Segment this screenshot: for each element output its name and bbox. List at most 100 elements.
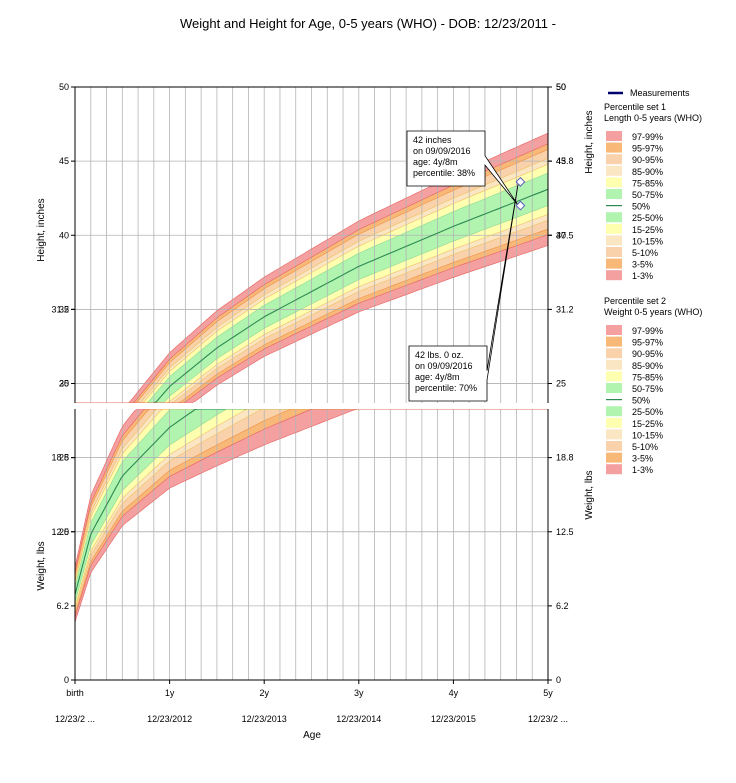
weight-tick-label-right: 37.5 bbox=[556, 230, 574, 240]
height-legend-label: 90-95% bbox=[632, 155, 663, 165]
height-legend-label: 50% bbox=[632, 202, 650, 212]
height-callout-line: on 09/09/2016 bbox=[413, 146, 471, 156]
height-legend-swatch bbox=[606, 258, 622, 269]
x-tick-label: 5y bbox=[543, 688, 553, 698]
weight-legend-label: 25-50% bbox=[632, 407, 663, 417]
height-legend-swatch bbox=[606, 235, 622, 246]
height-legend-label: 10-15% bbox=[632, 236, 663, 246]
weight-tick-label-right: 50 bbox=[556, 82, 566, 92]
height-measurement-marker bbox=[515, 200, 526, 211]
axis-separator bbox=[62, 403, 560, 409]
date-tick-label: 12/23/2014 bbox=[336, 714, 381, 724]
weight-tick-label-right: 18.8 bbox=[556, 453, 574, 463]
height-tick-label-left: 40 bbox=[59, 230, 69, 240]
weight-legend-label: 75-85% bbox=[632, 372, 663, 382]
x-tick-label: birth bbox=[66, 688, 84, 698]
height-tick-label-left: 20 bbox=[59, 527, 69, 537]
weight-callout-line: on 09/09/2016 bbox=[415, 361, 473, 371]
x-tick-label: 2y bbox=[259, 688, 269, 698]
height-callout-line: age: 4y/8m bbox=[413, 157, 458, 167]
weight-legend-swatch bbox=[606, 348, 622, 359]
height-callout-line: 42 inches bbox=[413, 135, 452, 145]
weight-callout-line: percentile: 70% bbox=[415, 383, 477, 393]
weight-tick-label-left: 6.2 bbox=[56, 601, 69, 611]
height-legend-label: 75-85% bbox=[632, 178, 663, 188]
weight-legend-swatch bbox=[606, 359, 622, 370]
weight-legend-label: 3-5% bbox=[632, 454, 653, 464]
height-band-5to10 bbox=[75, 220, 548, 403]
weight-legend-swatch bbox=[606, 371, 622, 382]
weight-legend-label: 1-3% bbox=[632, 465, 653, 475]
weight-legend-swatch bbox=[606, 383, 622, 393]
height-callout-line: percentile: 38% bbox=[413, 168, 475, 178]
height-legend-label: 95-97% bbox=[632, 144, 663, 154]
legend-measurements-label: Measurements bbox=[630, 88, 690, 98]
weight-legend-label: 5-10% bbox=[632, 442, 658, 452]
height-tick-label-right: 40 bbox=[556, 230, 566, 240]
weight-axis-title-right: Weight, lbs bbox=[584, 470, 595, 519]
weight-band-3to5 bbox=[75, 409, 548, 617]
height-legend-swatch bbox=[606, 142, 622, 153]
height-tick-label-left: 30 bbox=[59, 379, 69, 389]
weight-tick-label-right: 12.5 bbox=[556, 527, 574, 537]
date-tick-label: 12/23/2 ... bbox=[55, 714, 95, 724]
weight-legend-label: 85-90% bbox=[632, 361, 663, 371]
grid-lines bbox=[74, 87, 549, 680]
height-legend-swatch bbox=[606, 131, 622, 141]
height-legend-swatch bbox=[606, 165, 622, 176]
height-legend-swatch bbox=[606, 189, 622, 199]
weight-legend-subtitle: Weight 0-5 years (WHO) bbox=[604, 307, 702, 317]
height-legend-swatch bbox=[606, 212, 622, 223]
weight-tick-label-right: 31.2 bbox=[556, 304, 574, 314]
weight-tick-label-right: 25 bbox=[556, 379, 566, 389]
height-callout-box bbox=[406, 130, 519, 206]
date-tick-label: 12/23/2 ... bbox=[528, 714, 568, 724]
date-tick-label: 12/23/2013 bbox=[242, 714, 287, 724]
height-tick-label-left: 45 bbox=[59, 156, 69, 166]
height-legend-title: Percentile set 1 bbox=[604, 102, 666, 112]
height-legend-label: 5-10% bbox=[632, 248, 658, 258]
weight-callout-line: age: 4y/8m bbox=[415, 372, 460, 382]
date-tick-label: 12/23/2012 bbox=[147, 714, 192, 724]
height-band-97to99 bbox=[75, 133, 548, 403]
height-tick-label-left: 50 bbox=[59, 82, 69, 92]
weight-tick-label-left: 31.2 bbox=[51, 304, 69, 314]
weight-tick-label-left: 25 bbox=[59, 379, 69, 389]
x-axis-title: Age bbox=[303, 730, 321, 741]
x-tick-label: 3y bbox=[354, 688, 364, 698]
x-tick-label: 1y bbox=[165, 688, 175, 698]
height-legend-subtitle: Length 0-5 years (WHO) bbox=[604, 113, 702, 123]
height-axis-title-right: Height, inches bbox=[584, 110, 595, 173]
weight-legend-label: 97-99% bbox=[632, 326, 663, 336]
weight-legend-label: 15-25% bbox=[632, 419, 663, 429]
height-legend-label: 50-75% bbox=[632, 190, 663, 200]
height-legend-swatch bbox=[606, 270, 622, 281]
height-legend-swatch bbox=[606, 247, 622, 257]
weight-tick-label-left: 12.5 bbox=[51, 527, 69, 537]
weight-legend-swatch bbox=[606, 429, 622, 440]
weight-legend-title: Percentile set 2 bbox=[604, 296, 666, 306]
weight-tick-label-left: 18.8 bbox=[51, 453, 69, 463]
date-tick-label: 12/23/2015 bbox=[431, 714, 476, 724]
weight-tick-label-right: 6.2 bbox=[556, 601, 569, 611]
weight-legend-label: 95-97% bbox=[632, 338, 663, 348]
height-legend-label: 85-90% bbox=[632, 167, 663, 177]
height-tick-label-right: 45 bbox=[556, 156, 566, 166]
weight-legend-swatch bbox=[606, 417, 622, 428]
height-legend-swatch bbox=[606, 154, 622, 165]
weight-legend-swatch bbox=[606, 336, 622, 347]
height-band-10to15 bbox=[75, 214, 548, 403]
height-tick-label-left: 25 bbox=[59, 453, 69, 463]
height-axis-title-left: Height, inches bbox=[36, 198, 47, 261]
weight-tick-label-left: 0 bbox=[64, 675, 69, 685]
weight-legend-label: 50-75% bbox=[632, 384, 663, 394]
axis-ticks: 5045403530252050454031.22518.812.56.2050… bbox=[51, 82, 573, 724]
weight-legend-swatch bbox=[606, 406, 622, 417]
height-legend-label: 25-50% bbox=[632, 213, 663, 223]
height-legend-label: 1-3% bbox=[632, 271, 653, 281]
